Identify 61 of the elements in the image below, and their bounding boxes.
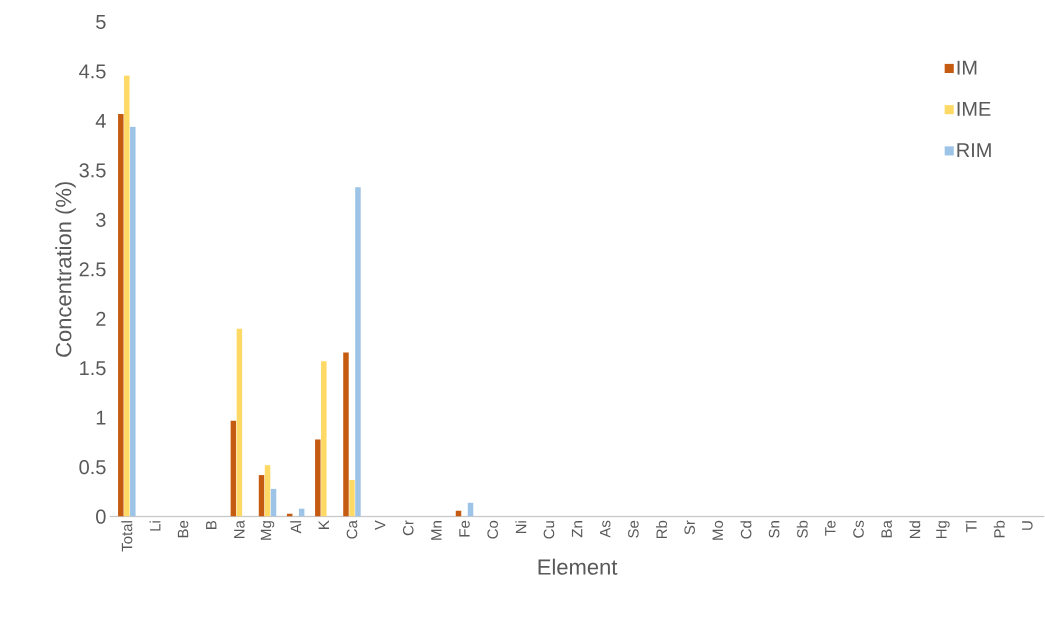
bar xyxy=(315,439,321,517)
y-tick-label: 1 xyxy=(96,411,106,425)
y-tick-label: 2 xyxy=(96,312,106,326)
bar xyxy=(321,361,327,517)
x-tick-label: Al xyxy=(290,521,302,534)
x-tick-label: Li xyxy=(149,521,161,531)
x-tick-label: Co xyxy=(487,521,498,539)
x-tick-label: Rb xyxy=(656,521,668,539)
x-tick-label: Sn xyxy=(768,521,780,539)
x-tick-label: Te xyxy=(825,521,836,536)
x-tick-label: Pb xyxy=(993,521,1005,538)
bar xyxy=(230,420,237,517)
x-tick-label: V xyxy=(374,520,386,531)
x-tick-label: As xyxy=(600,520,611,538)
x-tick-label: Ni xyxy=(515,521,527,534)
x-tick-label: Tl xyxy=(965,521,977,533)
x-tick-label: Ba xyxy=(881,520,892,538)
y-tick-label: 5 xyxy=(96,15,106,30)
bar xyxy=(343,352,349,517)
x-tick-label: Mo xyxy=(712,521,724,540)
x-tick-label: Hg xyxy=(936,521,950,539)
bar xyxy=(355,187,361,517)
x-tick-label: Cr xyxy=(402,520,414,536)
y-tick-label: 4.5 xyxy=(79,64,106,79)
legend-label: IME xyxy=(957,102,991,117)
bar xyxy=(236,328,243,517)
x-tick-label: Na xyxy=(234,520,245,539)
y-tick-label: 0 xyxy=(96,509,106,524)
bar xyxy=(118,114,124,517)
x-tick-label: Mg xyxy=(260,521,275,540)
y-tick-label: 0.5 xyxy=(79,460,106,475)
y-tick-label: 3.5 xyxy=(79,163,106,178)
bar xyxy=(258,475,265,517)
x-tick-label: Total xyxy=(121,521,133,552)
legend-label: RIM xyxy=(957,143,991,158)
x-tick-label: Mn xyxy=(431,521,442,540)
y-tick-label: 3 xyxy=(96,212,106,228)
bar xyxy=(349,480,355,517)
x-tick-label: U xyxy=(1022,521,1033,531)
x-tick-label: Be xyxy=(177,521,189,538)
legend-label: IM xyxy=(957,61,977,75)
x-axis-title: Element xyxy=(538,558,618,576)
y-tick-label: 1.5 xyxy=(80,361,106,376)
bar xyxy=(124,75,130,517)
x-tick-label: Fe xyxy=(459,521,470,537)
x-tick-label: B xyxy=(206,521,217,530)
x-tick-label: Nd xyxy=(909,521,921,539)
x-tick-label: Se xyxy=(628,521,639,539)
x-tick-label: Ca xyxy=(346,520,358,539)
x-tick-label: K xyxy=(318,520,329,530)
y-axis-title: Concentration (%) xyxy=(55,182,76,357)
x-tick-label: Sr xyxy=(684,520,695,535)
x-tick-label: Cs xyxy=(853,520,864,538)
y-tick-label: 4 xyxy=(95,114,106,129)
x-tick-label: Cd xyxy=(740,521,752,539)
y-tick-label: 2.5 xyxy=(79,262,106,277)
x-tick-label: Zn xyxy=(571,521,583,538)
bar xyxy=(264,465,271,517)
x-tick-label: Sb xyxy=(796,521,808,539)
x-tick-label: Cu xyxy=(543,521,555,539)
bar xyxy=(130,127,136,517)
